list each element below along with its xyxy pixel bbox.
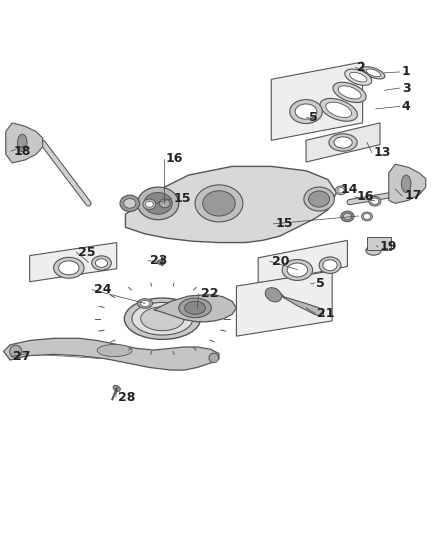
Ellipse shape <box>185 301 205 314</box>
Text: 4: 4 <box>402 100 410 113</box>
Ellipse shape <box>144 192 172 214</box>
Ellipse shape <box>141 307 184 330</box>
Ellipse shape <box>138 187 179 220</box>
Polygon shape <box>389 164 426 204</box>
Text: 16: 16 <box>357 190 374 204</box>
Ellipse shape <box>124 199 136 208</box>
Ellipse shape <box>195 185 243 222</box>
Ellipse shape <box>132 302 193 335</box>
Text: 16: 16 <box>166 152 183 165</box>
Text: 25: 25 <box>78 246 96 259</box>
Polygon shape <box>271 62 363 140</box>
Text: 20: 20 <box>272 255 290 268</box>
Ellipse shape <box>124 298 201 340</box>
Ellipse shape <box>366 69 381 77</box>
Ellipse shape <box>113 385 120 391</box>
Polygon shape <box>4 338 219 370</box>
Polygon shape <box>271 288 323 317</box>
Ellipse shape <box>158 260 166 265</box>
Ellipse shape <box>326 102 352 117</box>
Ellipse shape <box>120 195 140 212</box>
Ellipse shape <box>159 199 170 208</box>
Text: 13: 13 <box>374 146 391 159</box>
Ellipse shape <box>320 99 357 121</box>
Ellipse shape <box>366 246 381 255</box>
Polygon shape <box>125 166 336 243</box>
Ellipse shape <box>290 100 322 124</box>
Ellipse shape <box>179 298 212 318</box>
Ellipse shape <box>364 214 371 219</box>
Ellipse shape <box>350 72 367 82</box>
Text: 17: 17 <box>404 190 422 203</box>
Text: 23: 23 <box>150 254 168 268</box>
Ellipse shape <box>92 256 111 270</box>
Text: 1: 1 <box>402 66 410 78</box>
Ellipse shape <box>362 67 385 79</box>
Ellipse shape <box>329 134 357 151</box>
Ellipse shape <box>334 137 352 148</box>
Text: 27: 27 <box>13 350 31 363</box>
Ellipse shape <box>343 213 352 220</box>
Ellipse shape <box>265 288 282 302</box>
Ellipse shape <box>143 199 156 209</box>
Text: 2: 2 <box>357 61 366 74</box>
Polygon shape <box>237 271 332 336</box>
Ellipse shape <box>309 191 329 207</box>
Text: 3: 3 <box>402 82 410 94</box>
Ellipse shape <box>287 263 307 277</box>
Text: 14: 14 <box>341 183 358 196</box>
Polygon shape <box>6 123 43 163</box>
Text: 5: 5 <box>309 111 318 124</box>
Ellipse shape <box>338 86 361 99</box>
Ellipse shape <box>333 82 366 102</box>
Ellipse shape <box>95 259 108 268</box>
Ellipse shape <box>336 186 346 195</box>
Ellipse shape <box>338 188 344 193</box>
Ellipse shape <box>140 301 150 306</box>
Ellipse shape <box>203 191 235 216</box>
Text: 15: 15 <box>173 192 191 205</box>
Bar <box>367 237 391 251</box>
Ellipse shape <box>97 344 132 357</box>
Text: 21: 21 <box>318 307 335 320</box>
Ellipse shape <box>145 201 153 207</box>
Text: 24: 24 <box>94 283 112 296</box>
Polygon shape <box>154 295 237 322</box>
Polygon shape <box>306 123 380 162</box>
Ellipse shape <box>138 298 152 308</box>
Text: 28: 28 <box>118 391 135 403</box>
Text: 18: 18 <box>13 144 31 158</box>
Text: 15: 15 <box>276 217 293 230</box>
Text: 22: 22 <box>201 287 218 301</box>
Text: 5: 5 <box>317 277 325 289</box>
Text: 19: 19 <box>380 240 397 253</box>
Polygon shape <box>258 240 347 284</box>
Ellipse shape <box>319 257 341 273</box>
Ellipse shape <box>18 134 27 151</box>
Ellipse shape <box>371 198 379 204</box>
Ellipse shape <box>282 260 313 280</box>
Ellipse shape <box>361 212 372 221</box>
Ellipse shape <box>53 257 84 278</box>
Ellipse shape <box>209 353 219 362</box>
Ellipse shape <box>369 197 381 206</box>
Ellipse shape <box>323 260 337 271</box>
Ellipse shape <box>304 187 334 211</box>
Ellipse shape <box>59 261 79 275</box>
Ellipse shape <box>401 175 411 192</box>
Polygon shape <box>30 243 117 282</box>
Ellipse shape <box>345 69 372 85</box>
Ellipse shape <box>341 211 354 222</box>
Ellipse shape <box>10 345 22 358</box>
Ellipse shape <box>295 104 317 119</box>
